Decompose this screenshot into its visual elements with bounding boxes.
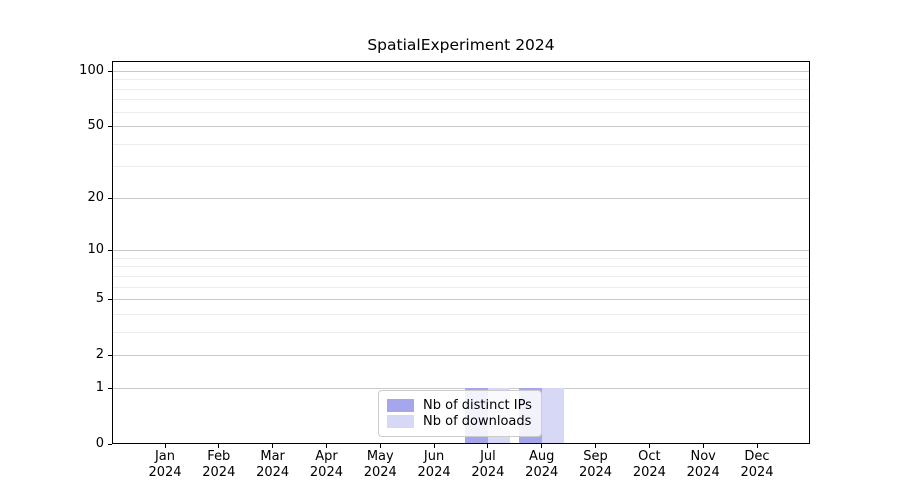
- x-tick-label: Mar 2024: [256, 449, 290, 480]
- legend-label-downloads: Nb of downloads: [423, 414, 532, 429]
- gridline-major: [112, 299, 810, 301]
- x-tick-mark: [164, 444, 166, 448]
- plot-area: [112, 61, 810, 444]
- y-tick-label: 100: [79, 62, 104, 78]
- gridline-major: [112, 197, 810, 199]
- x-tick-mark: [648, 444, 650, 448]
- legend-swatch-distinct-ips: [387, 399, 414, 412]
- bar-downloads: [541, 387, 565, 443]
- y-tick-label: 5: [95, 291, 104, 307]
- gridline-major: [112, 387, 810, 389]
- x-tick-label: Nov 2024: [686, 449, 720, 480]
- gridline-minor: [112, 166, 810, 168]
- y-tick-label: 2: [95, 347, 104, 363]
- y-tick-label: 0: [95, 436, 104, 451]
- x-tick-label: Jan 2024: [148, 449, 182, 480]
- x-tick-label: Jun 2024: [417, 449, 451, 480]
- gridline-major: [112, 70, 810, 72]
- x-tick-mark: [325, 444, 327, 448]
- y-tick-mark: [108, 387, 112, 389]
- y-tick-mark: [108, 70, 112, 72]
- y-tick-mark: [108, 355, 112, 357]
- gridline-minor: [112, 88, 810, 90]
- gridline-major: [112, 250, 810, 252]
- x-tick-mark: [541, 444, 543, 448]
- y-tick-mark: [108, 444, 112, 445]
- x-tick-label: Apr 2024: [309, 449, 343, 480]
- x-tick-label: Sep 2024: [578, 449, 613, 480]
- gridline-minor: [112, 143, 810, 145]
- x-tick-mark: [433, 444, 435, 448]
- legend: Nb of distinct IPs Nb of downloads: [378, 390, 542, 437]
- gridline-minor: [112, 79, 810, 81]
- x-tick-label: Dec 2024: [740, 449, 774, 480]
- gridline-minor: [112, 331, 810, 333]
- y-tick-label: 20: [87, 189, 104, 205]
- x-tick-label: Oct 2024: [632, 449, 666, 480]
- x-tick-label: Feb 2024: [202, 449, 236, 480]
- x-tick-label: Jul 2024: [471, 449, 505, 480]
- legend-label-distinct-ips: Nb of distinct IPs: [423, 398, 532, 413]
- gridline-minor: [112, 99, 810, 101]
- y-tick-label: 10: [87, 242, 104, 258]
- x-tick-mark: [487, 444, 489, 448]
- x-tick-label: May 2024: [363, 449, 397, 480]
- x-tick-mark: [756, 444, 758, 448]
- y-tick-mark: [108, 126, 112, 128]
- gridline-minor: [112, 266, 810, 268]
- y-tick-label: 1: [95, 379, 104, 395]
- gridline-minor: [112, 257, 810, 259]
- x-tick-label: Aug 2024: [525, 449, 559, 480]
- y-tick-label: 50: [87, 118, 104, 134]
- legend-item-downloads: Nb of downloads: [387, 414, 533, 429]
- x-tick-mark: [379, 444, 381, 448]
- gridline-major: [112, 126, 810, 128]
- chart-title: SpatialExperiment 2024: [367, 36, 555, 54]
- x-tick-mark: [272, 444, 274, 448]
- x-tick-mark: [218, 444, 220, 448]
- gridline-minor: [112, 313, 810, 315]
- legend-swatch-downloads: [387, 415, 414, 428]
- gridline-minor: [112, 286, 810, 288]
- gridline-major: [112, 355, 810, 357]
- gridline-minor: [112, 111, 810, 113]
- y-tick-mark: [108, 250, 112, 252]
- gridline-minor: [112, 275, 810, 277]
- legend-item-distinct-ips: Nb of distinct IPs: [387, 398, 533, 413]
- y-tick-mark: [108, 299, 112, 301]
- y-tick-mark: [108, 197, 112, 199]
- x-tick-mark: [595, 444, 597, 448]
- x-tick-mark: [702, 444, 704, 448]
